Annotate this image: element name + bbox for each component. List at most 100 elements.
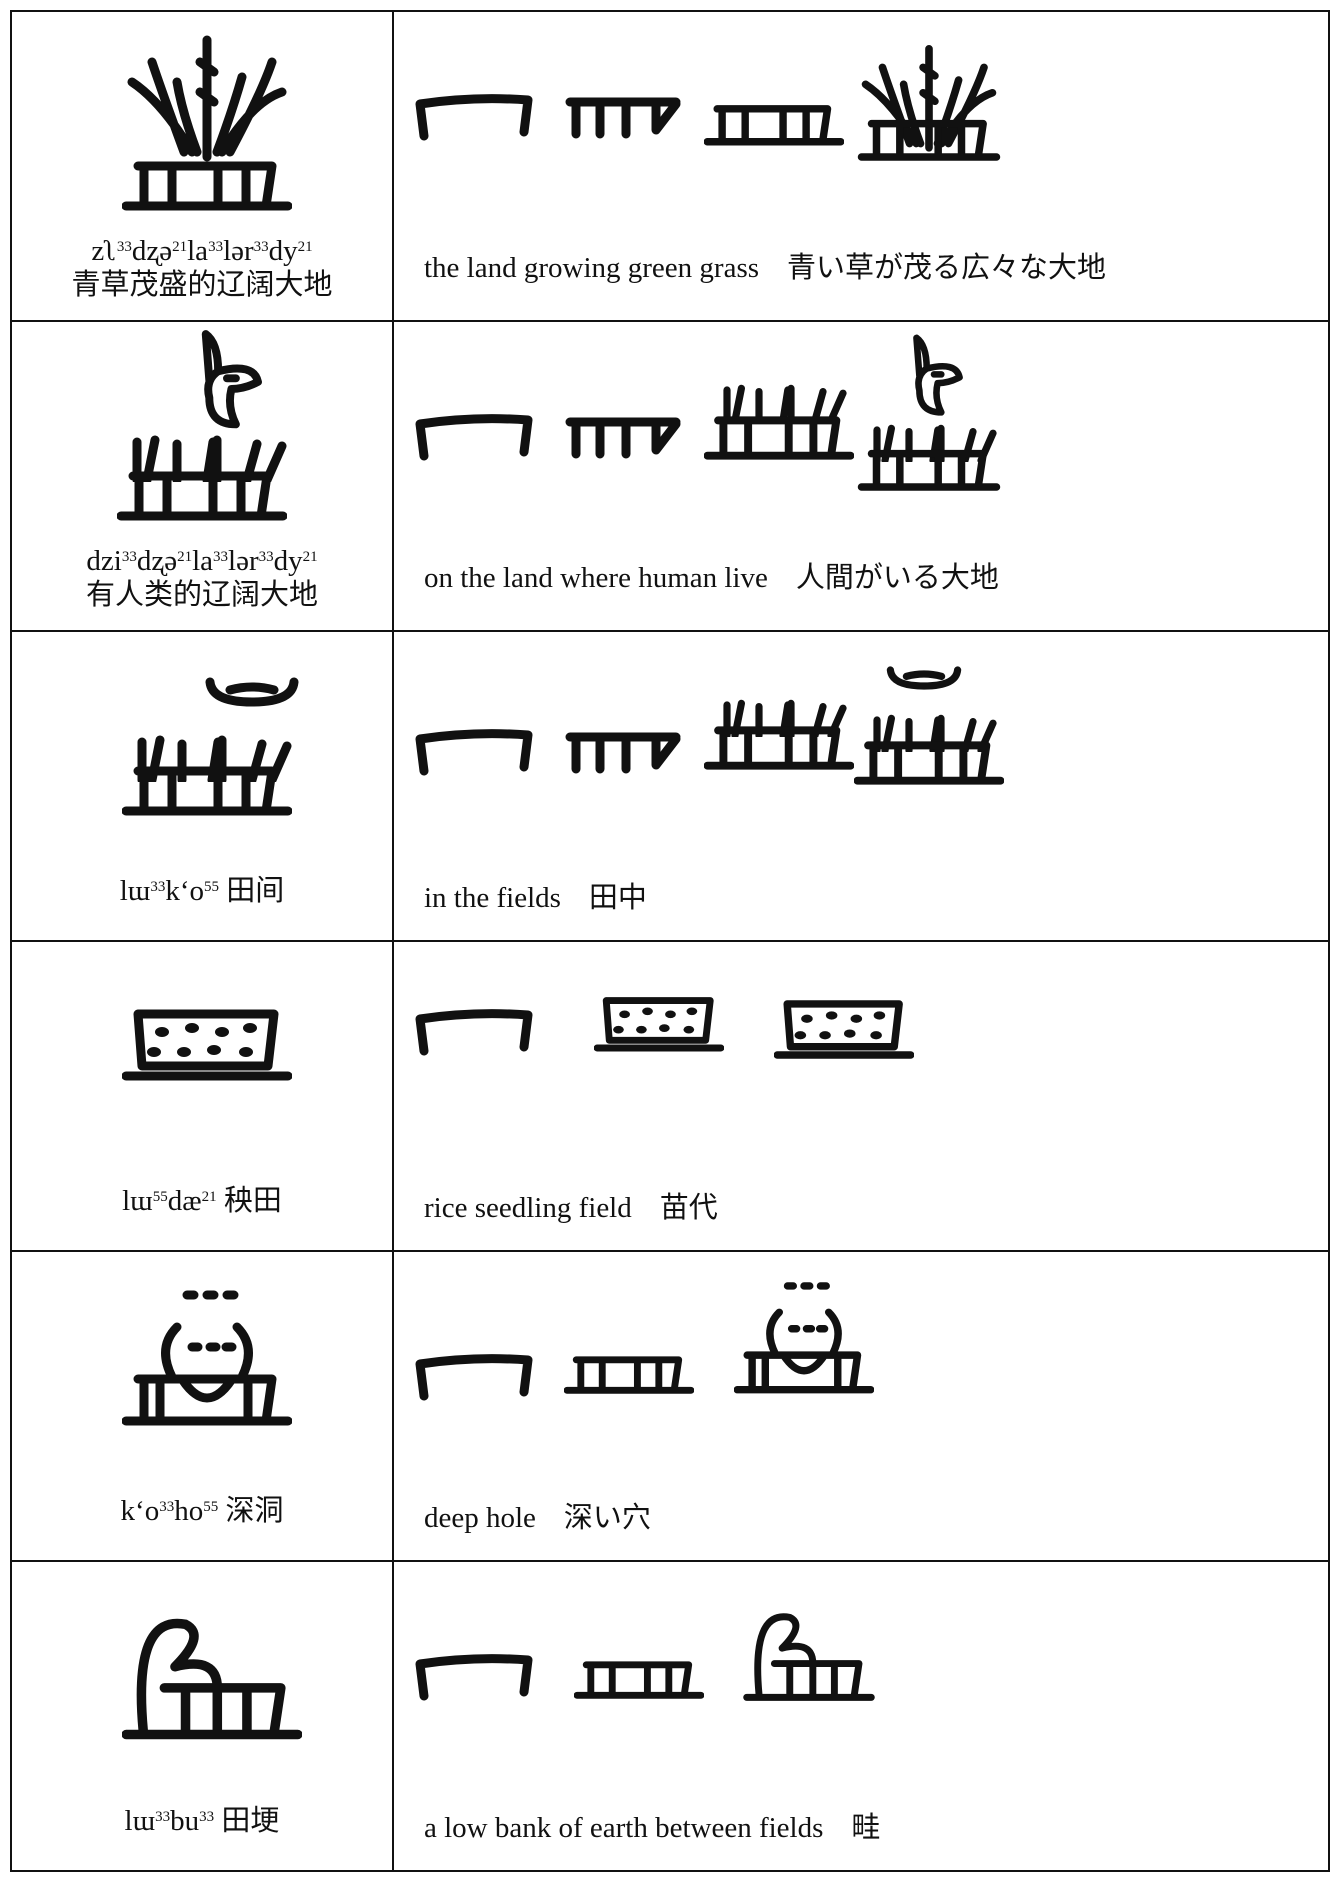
pictograph bbox=[12, 942, 392, 1152]
chinese-term: 青草茂盛的辽阔大地 bbox=[71, 269, 333, 301]
pictograph bbox=[394, 12, 1324, 222]
english-meaning: on the land where human live bbox=[424, 562, 768, 594]
chinese-term: 田埂 bbox=[221, 1805, 280, 1837]
syllable: dæ bbox=[167, 1185, 202, 1217]
syllable: ho bbox=[174, 1495, 204, 1527]
term-cell: lɯ33kʻo55 田间 bbox=[12, 632, 394, 940]
term-cell: kʻo33ho55 深洞 bbox=[12, 1252, 394, 1560]
syllable: lər bbox=[228, 545, 259, 577]
meaning-text: a low bank of earth between fields 畦 bbox=[424, 1804, 908, 1846]
tone: 33 bbox=[213, 549, 229, 565]
pictograph bbox=[394, 942, 1324, 1152]
meaning-text: on the land where human live 人間がいる大地 bbox=[424, 554, 1027, 596]
table: zʅ33dʐə21la33lər33dy21 青草茂盛的辽阔大地 the land … bbox=[10, 10, 1330, 1872]
tone: 33 bbox=[258, 549, 274, 565]
tone: 21 bbox=[172, 239, 188, 255]
syllable: dy bbox=[273, 545, 303, 577]
tone: 33 bbox=[159, 1499, 175, 1515]
english-meaning: a low bank of earth between fields bbox=[424, 1812, 824, 1844]
term-cell: lɯ33bu33 田埂 bbox=[12, 1562, 394, 1870]
pictograph bbox=[394, 632, 1324, 842]
term-text: dzi33dʐə21la33lər33dy21 有人类的辽阔大地 bbox=[12, 544, 392, 612]
english-meaning: rice seedling field bbox=[424, 1192, 632, 1224]
pictograph bbox=[12, 632, 392, 842]
tone: 33 bbox=[116, 239, 132, 255]
tone: 21 bbox=[201, 1189, 217, 1205]
meaning-cell: a low bank of earth between fields 畦 bbox=[394, 1562, 1328, 1870]
table-row: lɯ55dæ21 秧田 rice seedling field 苗代 bbox=[12, 942, 1328, 1252]
meaning-cell: rice seedling field 苗代 bbox=[394, 942, 1328, 1250]
syllable: la bbox=[192, 545, 214, 577]
phonetic: zʅ33dʐə21la33lər33dy21 bbox=[91, 235, 312, 267]
term-text: zʅ33dʐə21la33lər33dy21 青草茂盛的辽阔大地 bbox=[12, 234, 392, 302]
syllable: zʅ bbox=[91, 235, 117, 267]
meaning-cell: on the land where human live 人間がいる大地 bbox=[394, 322, 1328, 630]
syllable: dʐə bbox=[131, 235, 173, 267]
phonetic: dzi33dʐə21la33lər33dy21 bbox=[86, 545, 317, 577]
meaning-cell: in the fields 田中 bbox=[394, 632, 1328, 940]
tone: 55 bbox=[203, 1499, 219, 1515]
term-cell: dzi33dʐə21la33lər33dy21 有人类的辽阔大地 bbox=[12, 322, 394, 630]
pictograph bbox=[12, 322, 392, 532]
phonetic: kʻo33ho55 bbox=[121, 1495, 219, 1527]
pictograph bbox=[394, 322, 1324, 532]
syllable: lɯ bbox=[124, 1805, 156, 1837]
tone: 33 bbox=[199, 1809, 215, 1825]
term-cell: zʅ33dʐə21la33lər33dy21 青草茂盛的辽阔大地 bbox=[12, 12, 394, 320]
meaning-cell: deep hole 深い穴 bbox=[394, 1252, 1328, 1560]
meaning-text: the land growing green grass 青い草が茂る広々な大地 bbox=[424, 244, 1134, 286]
tone: 33 bbox=[150, 879, 166, 895]
japanese-meaning: 人間がいる大地 bbox=[795, 562, 999, 594]
tone: 55 bbox=[152, 1189, 168, 1205]
pictograph bbox=[394, 1252, 1324, 1462]
japanese-meaning: 苗代 bbox=[659, 1192, 718, 1224]
meaning-cell: the land growing green grass 青い草が茂る広々な大地 bbox=[394, 12, 1328, 320]
table-row: lɯ33kʻo55 田间 in the fields 田中 bbox=[12, 632, 1328, 942]
english-meaning: deep hole bbox=[424, 1502, 536, 1534]
pictograph bbox=[12, 1562, 392, 1772]
tone: 21 bbox=[302, 549, 318, 565]
table-row: kʻo33ho55 深洞 deep hole 深い穴 bbox=[12, 1252, 1328, 1562]
syllable: dzi bbox=[86, 545, 122, 577]
tone: 21 bbox=[297, 239, 313, 255]
syllable: lɯ bbox=[119, 875, 151, 907]
japanese-meaning: 青い草が茂る広々な大地 bbox=[787, 252, 1107, 284]
japanese-meaning: 田中 bbox=[588, 882, 647, 914]
term-text: lɯ33bu33 田埂 bbox=[12, 1804, 392, 1838]
japanese-meaning: 深い穴 bbox=[563, 1502, 651, 1534]
syllable: lɯ bbox=[122, 1185, 153, 1217]
syllable: lər bbox=[223, 235, 254, 267]
table-row: dzi33dʐə21la33lər33dy21 有人类的辽阔大地 on the la… bbox=[12, 322, 1328, 632]
pictograph bbox=[12, 12, 392, 222]
meaning-text: deep hole 深い穴 bbox=[424, 1494, 679, 1536]
syllable: bu bbox=[170, 1805, 200, 1837]
table-row: zʅ33dʐə21la33lər33dy21 青草茂盛的辽阔大地 the land … bbox=[12, 12, 1328, 322]
phonetic: lɯ33bu33 bbox=[125, 1805, 215, 1837]
phonetic: lɯ55dæ21 bbox=[122, 1185, 216, 1217]
tone: 55 bbox=[204, 879, 220, 895]
tone: 33 bbox=[155, 1809, 171, 1825]
syllable: kʻo bbox=[165, 875, 205, 907]
tone: 33 bbox=[253, 239, 269, 255]
english-meaning: in the fields bbox=[424, 882, 561, 914]
syllable: dʐə bbox=[136, 545, 178, 577]
term-text: lɯ55dæ21 秧田 bbox=[12, 1184, 392, 1218]
term-text: kʻo33ho55 深洞 bbox=[12, 1494, 392, 1528]
pictograph bbox=[394, 1562, 1324, 1772]
tone: 21 bbox=[177, 549, 193, 565]
term-text: lɯ33kʻo55 田间 bbox=[12, 874, 392, 908]
english-meaning: the land growing green grass bbox=[424, 252, 760, 284]
japanese-meaning: 畦 bbox=[851, 1812, 881, 1844]
syllable: la bbox=[187, 235, 209, 267]
tone: 33 bbox=[121, 549, 137, 565]
pictograph bbox=[12, 1252, 392, 1462]
chinese-term: 深洞 bbox=[225, 1495, 284, 1527]
meaning-text: rice seedling field 苗代 bbox=[424, 1184, 746, 1226]
term-cell: lɯ55dæ21 秧田 bbox=[12, 942, 394, 1250]
chinese-term: 秧田 bbox=[223, 1185, 282, 1217]
phonetic: lɯ33kʻo55 bbox=[120, 875, 219, 907]
table-row: lɯ33bu33 田埂 a low bank of earth between f… bbox=[12, 1562, 1328, 1870]
syllable: dy bbox=[268, 235, 298, 267]
chinese-term: 田间 bbox=[226, 875, 285, 907]
